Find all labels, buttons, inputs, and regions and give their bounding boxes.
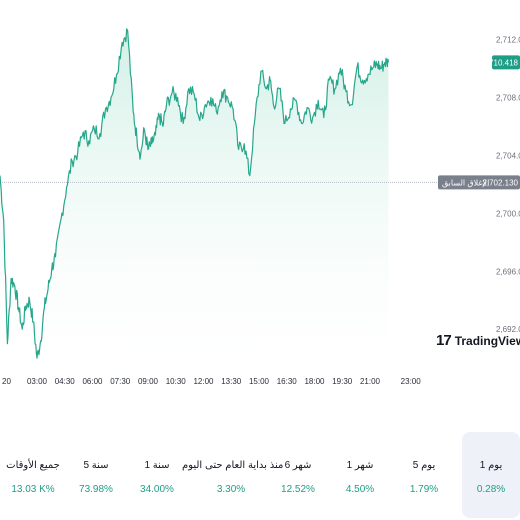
- x-axis: 20 03:00 04:30 06:00 07:30 09:00 10:30 12:00 13:…: [2, 377, 421, 386]
- y-axis: 2,712.000 2,708.000 2,704.000 2,700.000 2,69…: [496, 35, 520, 334]
- x-tick-label: 06:00: [82, 377, 103, 386]
- price-area: [0, 28, 389, 365]
- x-tick-label: 03:00: [27, 377, 48, 386]
- performance-period-label: 1 سنة: [144, 460, 170, 471]
- performance-period-label: 1 يوم: [479, 460, 503, 471]
- x-tick-label: 15:00: [249, 377, 270, 386]
- x-tick-label: 23:00: [401, 377, 422, 386]
- performance-tab[interactable]: 5 سنة 73.98%: [66, 432, 126, 518]
- performance-tab[interactable]: 1 شهر 4.50%: [330, 432, 390, 518]
- x-tick-label: 07:30: [110, 377, 131, 386]
- series-line: [0, 28, 390, 359]
- performance-tab[interactable]: جميع الأوقات 13.03 K%: [2, 432, 64, 518]
- price-line-layer: [0, 28, 390, 359]
- performance-period-label: جميع الأوقات: [6, 460, 60, 471]
- y-tick-label: 2,712.000: [496, 35, 520, 44]
- performance-tab[interactable]: منذ بداية العام حتى اليوم 3.30%: [182, 432, 284, 518]
- performance-change-value: 0.28%: [476, 484, 506, 495]
- performance-tab[interactable]: 1 يوم 0.28%: [462, 432, 520, 518]
- performance-period-label: 1 شهر: [346, 460, 374, 471]
- performance-period-label: 5 يوم: [412, 460, 436, 471]
- last-price-value: 2,710.418: [482, 58, 518, 67]
- tradingview-watermark[interactable]: 17 TradingView: [436, 332, 520, 349]
- performance-tab[interactable]: 5 يوم 1.79%: [394, 432, 454, 518]
- y-tick-label: 2,708.000: [496, 93, 520, 102]
- x-tick-label: 21:00: [360, 377, 381, 386]
- x-tick-label: 12:00: [193, 377, 214, 386]
- y-tick-label: 2,704.000: [496, 151, 520, 160]
- performance-period-label: 5 سنة: [83, 460, 109, 471]
- x-tick-label: 16:30: [277, 377, 298, 386]
- previous-close-label: الإغلاق السابق: [442, 178, 489, 187]
- price-area-layer: [0, 28, 389, 365]
- performance-change-value: 12.52%: [281, 484, 315, 495]
- performance-period-label: منذ بداية العام حتى اليوم: [182, 460, 284, 471]
- tradingview-wordmark: TradingView: [454, 333, 520, 348]
- performance-change-value: 34.00%: [140, 484, 174, 495]
- price-chart[interactable]: 2,712.000 2,708.000 2,704.000 2,700.000 2,69…: [0, 0, 520, 400]
- performance-change-value: 3.30%: [216, 484, 246, 495]
- performance-tab[interactable]: 1 سنة 34.00%: [126, 432, 188, 518]
- x-tick-label: 04:30: [55, 377, 76, 386]
- x-tick-label: 19:30: [332, 377, 353, 386]
- y-tick-label: 2,692.000: [496, 325, 520, 334]
- y-tick-label: 2,696.000: [496, 267, 520, 276]
- x-tick-label: 13:30: [221, 377, 242, 386]
- performance-change-value: 4.50%: [345, 484, 375, 495]
- x-tick-label: 18:00: [304, 377, 325, 386]
- x-tick-label: 09:00: [138, 377, 159, 386]
- previous-close-value: 2,702.130: [482, 178, 518, 187]
- performance-period-label: 6 شهر: [284, 460, 312, 471]
- x-tick-label: 10:30: [166, 377, 187, 386]
- last-price-badge: [492, 55, 520, 70]
- performance-change-value: 13.03 K%: [11, 484, 55, 495]
- performance-tabs: 1 يوم 0.28% 5 يوم 1.79% 1 شهر 4.50% 6 شهر 12.52…: [0, 432, 520, 520]
- y-tick-label: 2,700.000: [496, 209, 520, 218]
- tradingview-logo-icon: 17: [436, 332, 452, 349]
- performance-change-value: 1.79%: [409, 484, 439, 495]
- performance-change-value: 73.98%: [79, 484, 113, 495]
- performance-tab[interactable]: 6 شهر 12.52%: [266, 432, 330, 518]
- x-tick-label: 20: [2, 377, 11, 386]
- previous-close-badge: [438, 175, 520, 190]
